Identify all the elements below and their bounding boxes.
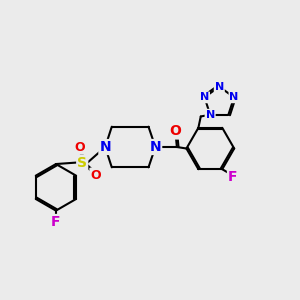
Text: N: N <box>99 140 111 154</box>
Text: O: O <box>74 140 85 154</box>
Text: O: O <box>90 169 101 182</box>
Text: N: N <box>215 82 224 92</box>
Text: N: N <box>150 140 161 154</box>
Text: N: N <box>200 92 209 102</box>
Text: O: O <box>169 124 181 139</box>
Text: N: N <box>230 92 239 102</box>
Text: N: N <box>206 110 215 120</box>
Text: F: F <box>228 170 238 184</box>
Text: S: S <box>77 155 87 170</box>
Text: F: F <box>51 215 61 229</box>
